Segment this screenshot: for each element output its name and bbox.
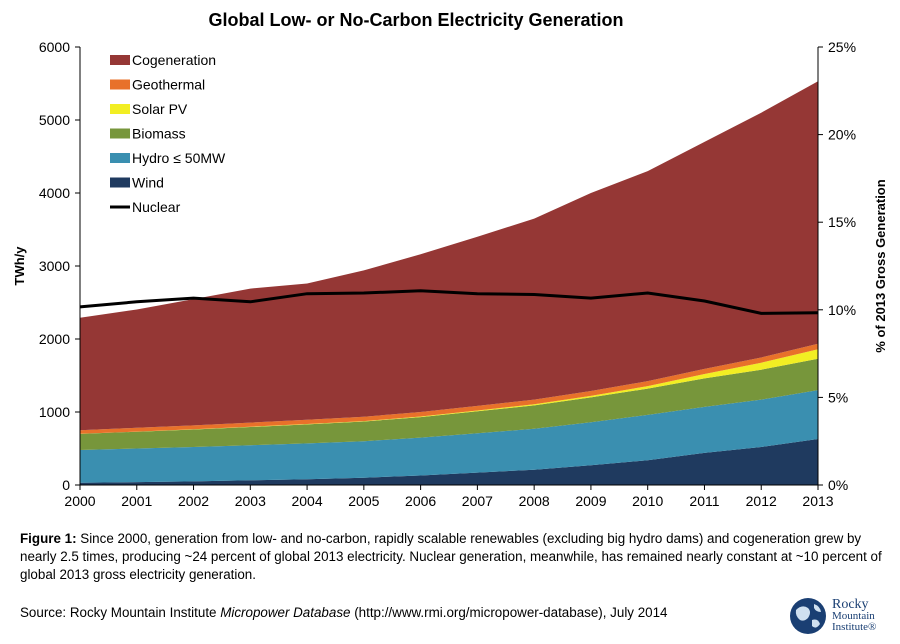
nuclear-line	[79, 289, 819, 315]
y-tick-label: 6000	[39, 39, 70, 55]
legend-swatch	[110, 177, 130, 188]
x-tick-label: 2007	[462, 493, 493, 509]
area-wind	[80, 439, 818, 485]
y-tick-label: 4000	[39, 185, 70, 201]
x-tick-label: 2004	[291, 493, 322, 509]
rmi-logo: Rocky Mountain Institute®	[788, 596, 888, 636]
legend-swatch	[110, 79, 130, 90]
y2-axis-ticks: 0% 5% 10% 15% 20% 25%	[818, 39, 856, 493]
y2-tick-label: 25%	[828, 39, 856, 55]
chart-title: Global Low- or No-Carbon Electricity Gen…	[208, 10, 623, 30]
x-tick-label: 2010	[632, 493, 663, 509]
x-tick-label: 2009	[575, 493, 606, 509]
legend-swatch	[110, 128, 130, 139]
area-biomass	[80, 358, 818, 450]
x-tick-label: 2001	[121, 493, 152, 509]
y-axis-ticks: 0 1000 2000 3000 4000 5000 6000	[39, 39, 80, 493]
source-line: Source: Rocky Mountain Institute Micropo…	[20, 605, 780, 620]
x-tick-label: 2006	[405, 493, 436, 509]
stacked-areas	[80, 81, 818, 485]
y2-tick-label: 0%	[828, 477, 848, 493]
caption-text: Since 2000, generation from low- and no-…	[20, 531, 882, 582]
legend: Cogeneration Geothermal Solar PV Biomass Hyd…	[110, 52, 226, 215]
x-tick-label: 2008	[519, 493, 550, 509]
x-tick-label: 2013	[802, 493, 833, 509]
caption-label: Figure 1:	[20, 531, 77, 546]
y2-tick-label: 5%	[828, 389, 848, 405]
legend-label: Wind	[132, 175, 164, 191]
y2-tick-label: 10%	[828, 302, 856, 318]
x-axis-ticks: 2000 2001 2002 2003 2004 2005 2006 2007 2008 2009…	[64, 485, 834, 509]
globe-icon	[790, 598, 826, 634]
legend-swatch	[110, 153, 130, 163]
y-tick-label: 5000	[39, 112, 70, 128]
legend-label: Nuclear	[132, 199, 181, 215]
x-tick-label: 2003	[235, 493, 266, 509]
y-tick-label: 2000	[39, 331, 70, 347]
logo-line-2: Mountain	[832, 610, 875, 622]
x-tick-label: 2002	[178, 493, 209, 509]
x-tick-label: 2000	[64, 493, 95, 509]
legend-label: Biomass	[132, 126, 186, 142]
nuclear-series	[79, 289, 819, 315]
figure-caption: Figure 1: Since 2000, generation from lo…	[20, 530, 885, 584]
logo-line-3: Institute®	[832, 621, 877, 633]
y2-axis-title: % of 2013 Gross Generation	[873, 179, 888, 352]
y-tick-label: 1000	[39, 404, 70, 420]
logo-line-1: Rocky	[832, 597, 869, 612]
source-italic: Micropower Database	[220, 605, 351, 620]
x-tick-label: 2005	[348, 493, 379, 509]
legend-swatch	[110, 55, 130, 65]
y-tick-label: 0	[62, 477, 70, 493]
legend-label: Geothermal	[132, 77, 205, 93]
area-cogeneration	[80, 81, 818, 431]
x-tick-label: 2012	[746, 493, 777, 509]
area-hydro-50mw	[80, 390, 818, 483]
legend-label: Cogeneration	[132, 52, 216, 68]
y2-tick-label: 15%	[828, 214, 856, 230]
source-prefix: Source: Rocky Mountain Institute	[20, 605, 221, 620]
source-suffix: (http://www.rmi.org/micropower-database)…	[350, 605, 668, 620]
y-tick-label: 3000	[39, 258, 70, 274]
chart: Global Low- or No-Carbon Electricity Gen…	[12, 10, 888, 509]
x-tick-label: 2011	[689, 493, 719, 509]
logo-text: Rocky Mountain Institute®	[832, 597, 877, 633]
legend-label: Solar PV	[132, 101, 188, 117]
y-axis-title: TWh/y	[12, 246, 27, 286]
legend-swatch	[110, 104, 130, 114]
legend-label: Hydro ≤ 50MW	[132, 150, 226, 166]
y2-tick-label: 20%	[828, 127, 856, 143]
